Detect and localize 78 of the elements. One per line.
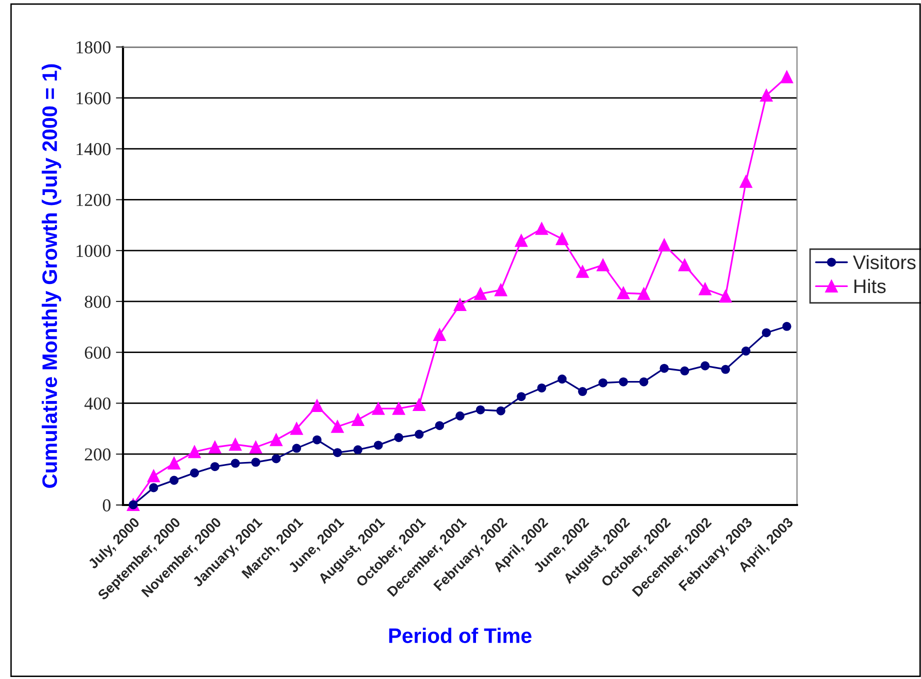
y-axis-title: Cumulative Monthly Growth (July 2000 = 1) — [42, 64, 62, 488]
point — [352, 414, 364, 426]
point — [515, 234, 528, 247]
point — [740, 175, 752, 188]
point — [660, 364, 669, 373]
point — [680, 366, 690, 376]
point — [782, 322, 792, 331]
y-tick-label: 1600 — [76, 92, 111, 104]
point — [496, 406, 506, 416]
point — [272, 454, 281, 464]
point — [208, 440, 222, 454]
legend-label: Visitors — [852, 254, 916, 270]
y-tick-label: 1400 — [76, 143, 111, 156]
point — [516, 392, 526, 402]
point — [412, 398, 426, 411]
y-tick-label: 1800 — [76, 41, 111, 54]
point — [250, 440, 262, 454]
point — [658, 238, 670, 252]
y-tick-label: 0 — [102, 499, 111, 512]
point — [598, 378, 608, 388]
y-tick-label: 400 — [84, 397, 111, 410]
point — [719, 290, 732, 303]
point — [394, 433, 404, 442]
point — [168, 457, 180, 470]
point — [331, 420, 344, 433]
point — [455, 411, 465, 420]
point — [639, 377, 648, 386]
point — [372, 402, 385, 415]
point — [638, 288, 650, 300]
point — [188, 446, 201, 458]
point — [556, 232, 568, 246]
point — [454, 298, 466, 312]
point — [537, 383, 546, 392]
point — [535, 222, 548, 235]
point — [230, 458, 240, 468]
point — [721, 364, 730, 374]
point — [576, 265, 589, 278]
point — [251, 458, 260, 467]
point — [618, 377, 628, 386]
point — [433, 328, 446, 342]
point — [149, 483, 158, 492]
point — [292, 444, 302, 453]
y-tick-label: 1000 — [76, 244, 111, 257]
point — [312, 435, 322, 444]
point — [229, 438, 242, 451]
point — [780, 70, 794, 84]
point — [392, 402, 405, 415]
point — [578, 387, 588, 396]
point — [170, 476, 179, 485]
point — [435, 421, 444, 430]
point — [147, 470, 160, 482]
point — [617, 286, 630, 300]
point — [760, 89, 773, 102]
y-tick-label: 800 — [84, 296, 111, 308]
y-tick-label: 1200 — [76, 194, 111, 206]
point — [494, 284, 508, 296]
point — [290, 422, 303, 435]
point — [474, 288, 487, 300]
y-tick-label: 600 — [84, 346, 111, 359]
legend-label: Hits — [854, 278, 886, 294]
point — [190, 468, 199, 478]
point — [374, 440, 383, 450]
point — [678, 258, 691, 272]
point — [353, 445, 362, 454]
point — [698, 282, 712, 296]
point — [332, 448, 342, 458]
point — [476, 405, 485, 414]
point — [596, 258, 610, 272]
point — [310, 400, 324, 412]
point — [414, 430, 424, 439]
point — [558, 374, 567, 384]
y-tick-label: 200 — [84, 448, 111, 461]
point — [270, 434, 282, 446]
x-axis-title: Period of Time — [389, 628, 532, 644]
point — [210, 462, 220, 472]
point — [741, 346, 750, 356]
point — [762, 328, 771, 338]
point — [700, 361, 710, 370]
